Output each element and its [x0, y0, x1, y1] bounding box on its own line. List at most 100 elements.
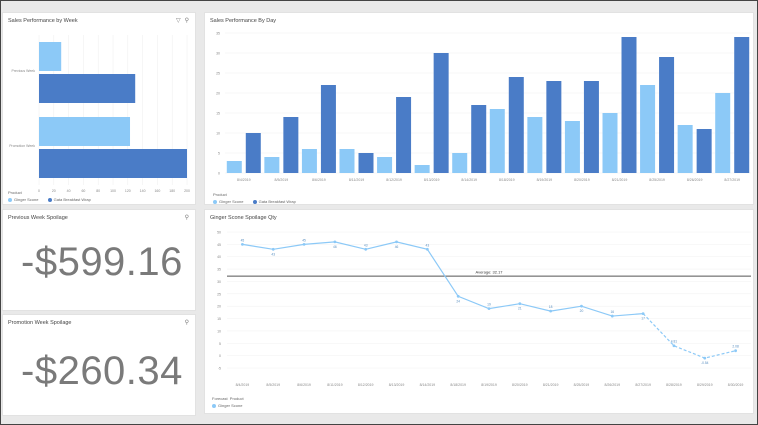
data-label: 45	[241, 238, 245, 242]
y-tick-label: 45	[217, 243, 221, 247]
data-label: 43	[426, 243, 430, 247]
y-tick-label: 10	[217, 329, 221, 333]
data-label: -0.54	[701, 361, 709, 365]
bar	[508, 77, 524, 173]
location-pin-icon[interactable]: ⚲	[184, 215, 189, 221]
y-tick-label: 5	[219, 342, 221, 346]
average-label: Average: 32.17	[475, 270, 503, 275]
bar	[433, 53, 449, 173]
legend-item[interactable]: Ginger Scone	[213, 199, 243, 204]
data-point	[425, 247, 429, 251]
data-point	[580, 304, 583, 308]
x-tick-label: 8/13/2019	[389, 383, 405, 387]
x-tick-label: 8/13/2019	[424, 178, 440, 182]
bar	[452, 153, 468, 173]
bar	[358, 153, 374, 173]
x-tick-label: 8/11/2019	[349, 178, 364, 182]
bar	[696, 129, 712, 173]
previous-week-spoilage-value: -$599.16	[21, 240, 183, 284]
spoilage-qty-card: Ginger Scone Spoilage Qty Average: 32.17…	[204, 209, 754, 414]
bar	[39, 74, 136, 103]
data-point	[610, 314, 614, 318]
data-label: 43	[364, 243, 368, 247]
x-tick-label: 8/14/2019	[420, 383, 436, 387]
x-tick-label: 180	[169, 189, 175, 193]
sales-by-week-card: Sales Performance by Week ▽ ⚲ 0 20 40 60 80 10…	[2, 12, 196, 205]
data-label: 16	[610, 310, 614, 314]
legend-item[interactable]: Gata Breakfast Wrap	[47, 197, 91, 202]
data-label: 24	[456, 299, 460, 303]
x-tick-label: 8/25/2019	[649, 178, 665, 182]
bar	[245, 133, 261, 173]
x-tick-label: 8/26/2019	[605, 383, 621, 387]
data-point	[641, 312, 645, 315]
bar	[339, 149, 355, 173]
y-tick-label: 25	[216, 72, 220, 76]
y-tick-label: 40	[217, 255, 221, 259]
data-point	[333, 240, 337, 244]
day-legend: Product Ginger Scone Gata Breakfast Wrap	[213, 192, 304, 204]
card-title: Sales Performance by Week	[8, 18, 78, 24]
data-point	[456, 294, 460, 298]
filter-icon[interactable]: ▽	[175, 18, 181, 24]
data-point	[364, 247, 368, 251]
x-tick-label: 8/19/2019	[537, 178, 553, 182]
location-pin-icon[interactable]: ⚲	[184, 320, 189, 326]
bar	[39, 117, 131, 146]
y-tick-label: 20	[217, 305, 221, 309]
y-tick-label: Promotion Week	[9, 144, 35, 148]
data-point	[549, 309, 553, 313]
x-tick-label: 8/12/2019	[386, 178, 402, 182]
y-tick-label: 0	[218, 172, 220, 176]
x-tick-label: 8/11/2019	[327, 383, 342, 387]
data-label: 45	[302, 238, 306, 242]
data-label: 46	[333, 245, 337, 249]
x-tick-label: 8/21/2019	[543, 383, 559, 387]
x-tick-label: 40	[67, 189, 71, 193]
x-tick-label: 8/27/2019	[635, 383, 651, 387]
bar	[320, 85, 336, 173]
x-tick-label: 60	[81, 189, 85, 193]
bar	[734, 37, 750, 173]
x-tick-label: 8/21/2019	[612, 178, 628, 182]
x-tick-label: 8/5/2019	[266, 383, 280, 387]
y-tick-label: 5	[218, 152, 220, 156]
forecast-line	[642, 313, 736, 359]
x-tick-label: 8/4/2019	[237, 178, 251, 182]
promotion-week-spoilage-card: Promotion Week Spoilage ⚲ -$260.34	[2, 314, 196, 416]
data-point	[241, 242, 244, 246]
bar	[471, 105, 487, 173]
bar	[414, 165, 430, 173]
week-legend: Product Ginger Scone Gata Breakfast Wrap	[8, 190, 99, 202]
day-bar-chart: 0 5 10 15 20 25 30 35 8/4/2019 8/5/2019 8/6/2019 8/…	[216, 32, 751, 182]
bar	[602, 113, 618, 173]
data-point	[302, 242, 306, 246]
card-title: Ginger Scone Spoilage Qty	[210, 215, 277, 221]
bar	[640, 85, 656, 173]
legend-item[interactable]: Ginger Scone	[8, 197, 38, 202]
y-tick-label: 20	[216, 92, 220, 96]
x-tick-label: 8/28/2019	[666, 383, 682, 387]
y-tick-label: 10	[216, 132, 220, 136]
promotion-week-spoilage-value: -$260.34	[21, 349, 183, 393]
x-tick-label: 8/5/2019	[275, 178, 289, 182]
bar	[546, 81, 562, 173]
legend-item[interactable]: Ginger Scone	[212, 403, 242, 408]
y-tick-label: Previous Week	[12, 69, 36, 73]
card-title: Sales Performance By Day	[210, 18, 277, 24]
bar	[659, 57, 675, 173]
data-label: 19	[487, 303, 491, 307]
bar	[564, 121, 580, 173]
location-pin-icon[interactable]: ⚲	[184, 18, 189, 24]
y-tick-label: 50	[217, 231, 221, 235]
data-point	[487, 307, 491, 311]
y-tick-label: 15	[217, 317, 221, 321]
x-tick-label: 8/19/2019	[481, 383, 497, 387]
data-label: 17	[641, 317, 645, 321]
legend-title: Product	[8, 190, 22, 195]
y-tick-label: 30	[216, 52, 220, 56]
bar	[677, 125, 693, 173]
data-point	[734, 349, 737, 353]
x-tick-label: 8/30/2019	[728, 383, 744, 387]
legend-item[interactable]: Gata Breakfast Wrap	[252, 199, 296, 204]
